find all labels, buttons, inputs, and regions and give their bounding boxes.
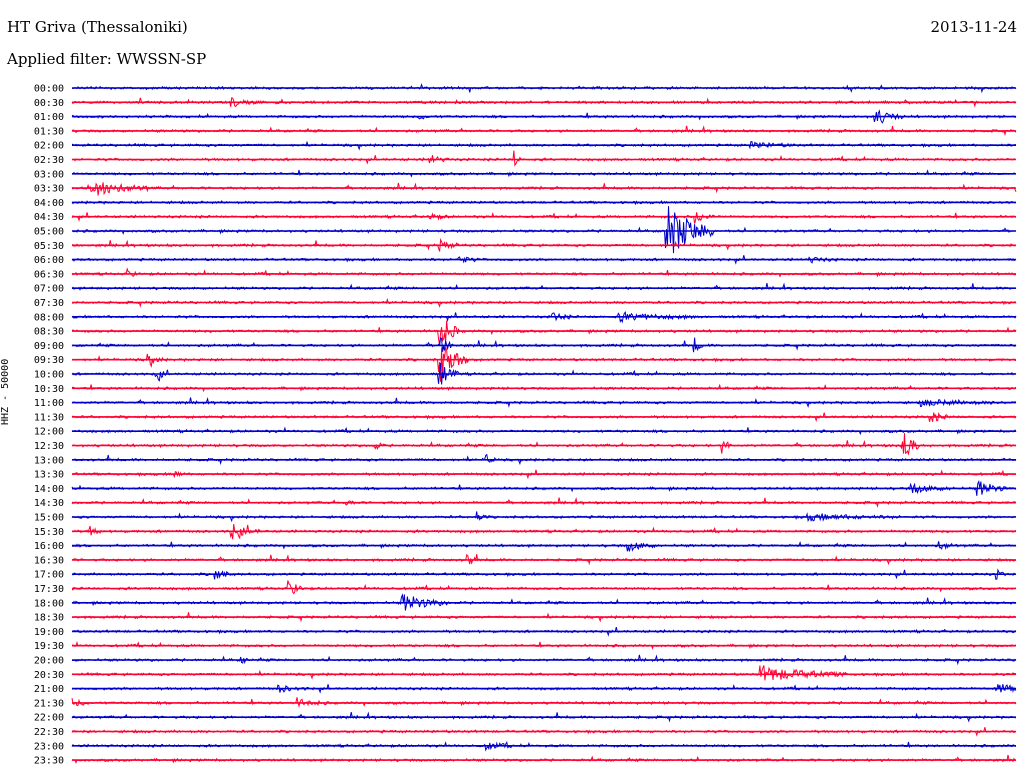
time-tick-label: 22:30	[34, 727, 64, 738]
time-tick-label: 19:00	[34, 627, 64, 638]
time-tick-label: 05:00	[34, 227, 64, 238]
time-tick-label: 10:00	[34, 370, 64, 381]
date-label: 2013-11-24	[930, 18, 1017, 36]
time-tick-label: 14:30	[34, 498, 64, 509]
time-tick-label: 16:30	[34, 555, 64, 566]
time-tick-label: 21:30	[34, 698, 64, 709]
time-tick-label: 02:30	[34, 155, 64, 166]
time-tick-label: 15:30	[34, 527, 64, 538]
time-tick-label: 22:00	[34, 713, 64, 724]
time-tick-label: 00:00	[34, 84, 64, 95]
time-tick-label: 14:00	[34, 484, 64, 495]
time-tick-label: 17:30	[34, 584, 64, 595]
seismic-trace-line	[71, 654, 1017, 666]
time-tick-label: 11:00	[34, 398, 64, 409]
time-tick-label: 03:00	[34, 169, 64, 180]
time-tick-label: 01:30	[34, 126, 64, 137]
time-tick-label: 17:00	[34, 570, 64, 581]
filter-label: Applied filter: WWSSN-SP	[7, 50, 207, 68]
time-tick-label: 18:30	[34, 613, 64, 624]
time-tick-label: 08:00	[34, 312, 64, 323]
station-title: HT Griva (Thessaloniki)	[7, 18, 188, 36]
time-tick-label: 07:00	[34, 284, 64, 295]
time-tick-label: 07:30	[34, 298, 64, 309]
time-tick-label: 20:30	[34, 670, 64, 681]
seismic-trace-line	[71, 212, 1017, 224]
time-tick-label: 09:00	[34, 341, 64, 352]
seismic-trace-line	[71, 665, 1017, 681]
seismic-trace-line	[71, 697, 1017, 708]
seismic-trace-line	[71, 580, 1017, 595]
time-tick-label: 03:30	[34, 184, 64, 195]
time-tick-label: 19:30	[34, 641, 64, 652]
seismic-trace-line	[71, 433, 1017, 456]
time-tick-label: 09:30	[34, 355, 64, 366]
time-tick-label: 23:00	[34, 741, 64, 752]
time-tick-label: 05:30	[34, 241, 64, 252]
time-tick-label: 23:30	[34, 756, 64, 767]
time-tick-label: 12:00	[34, 427, 64, 438]
time-tick-label: 06:30	[34, 269, 64, 280]
time-tick-label: 10:30	[34, 384, 64, 395]
time-tick-label: 13:30	[34, 470, 64, 481]
seismic-trace-line	[71, 320, 1017, 346]
time-tick-label: 20:00	[34, 656, 64, 667]
seismic-trace-line	[71, 497, 1017, 508]
seismic-trace-line	[71, 346, 1016, 382]
time-tick-label: 06:00	[34, 255, 64, 266]
seismic-trace-line	[71, 182, 1017, 196]
time-tick-label: 08:30	[34, 327, 64, 338]
time-tick-label: 21:00	[34, 684, 64, 695]
time-tick-label: 02:00	[34, 141, 64, 152]
time-tick-label: 04:00	[34, 198, 64, 209]
time-tick-label: 12:30	[34, 441, 64, 452]
seismic-trace-line	[71, 125, 1017, 137]
time-tick-label: 11:30	[34, 412, 64, 423]
seismic-trace-line	[71, 267, 1017, 278]
time-tick-label: 16:00	[34, 541, 64, 552]
time-tick-label: 13:00	[34, 455, 64, 466]
seismic-trace-line	[71, 554, 1017, 566]
seismic-trace-line	[71, 754, 1017, 764]
time-tick-label: 04:30	[34, 212, 64, 223]
time-tick-label: 15:00	[34, 513, 64, 524]
time-tick-label: 01:00	[34, 112, 64, 123]
time-tick-label: 00:30	[34, 98, 64, 109]
seismic-trace-line	[71, 150, 1017, 167]
time-tick-label: 18:00	[34, 598, 64, 609]
